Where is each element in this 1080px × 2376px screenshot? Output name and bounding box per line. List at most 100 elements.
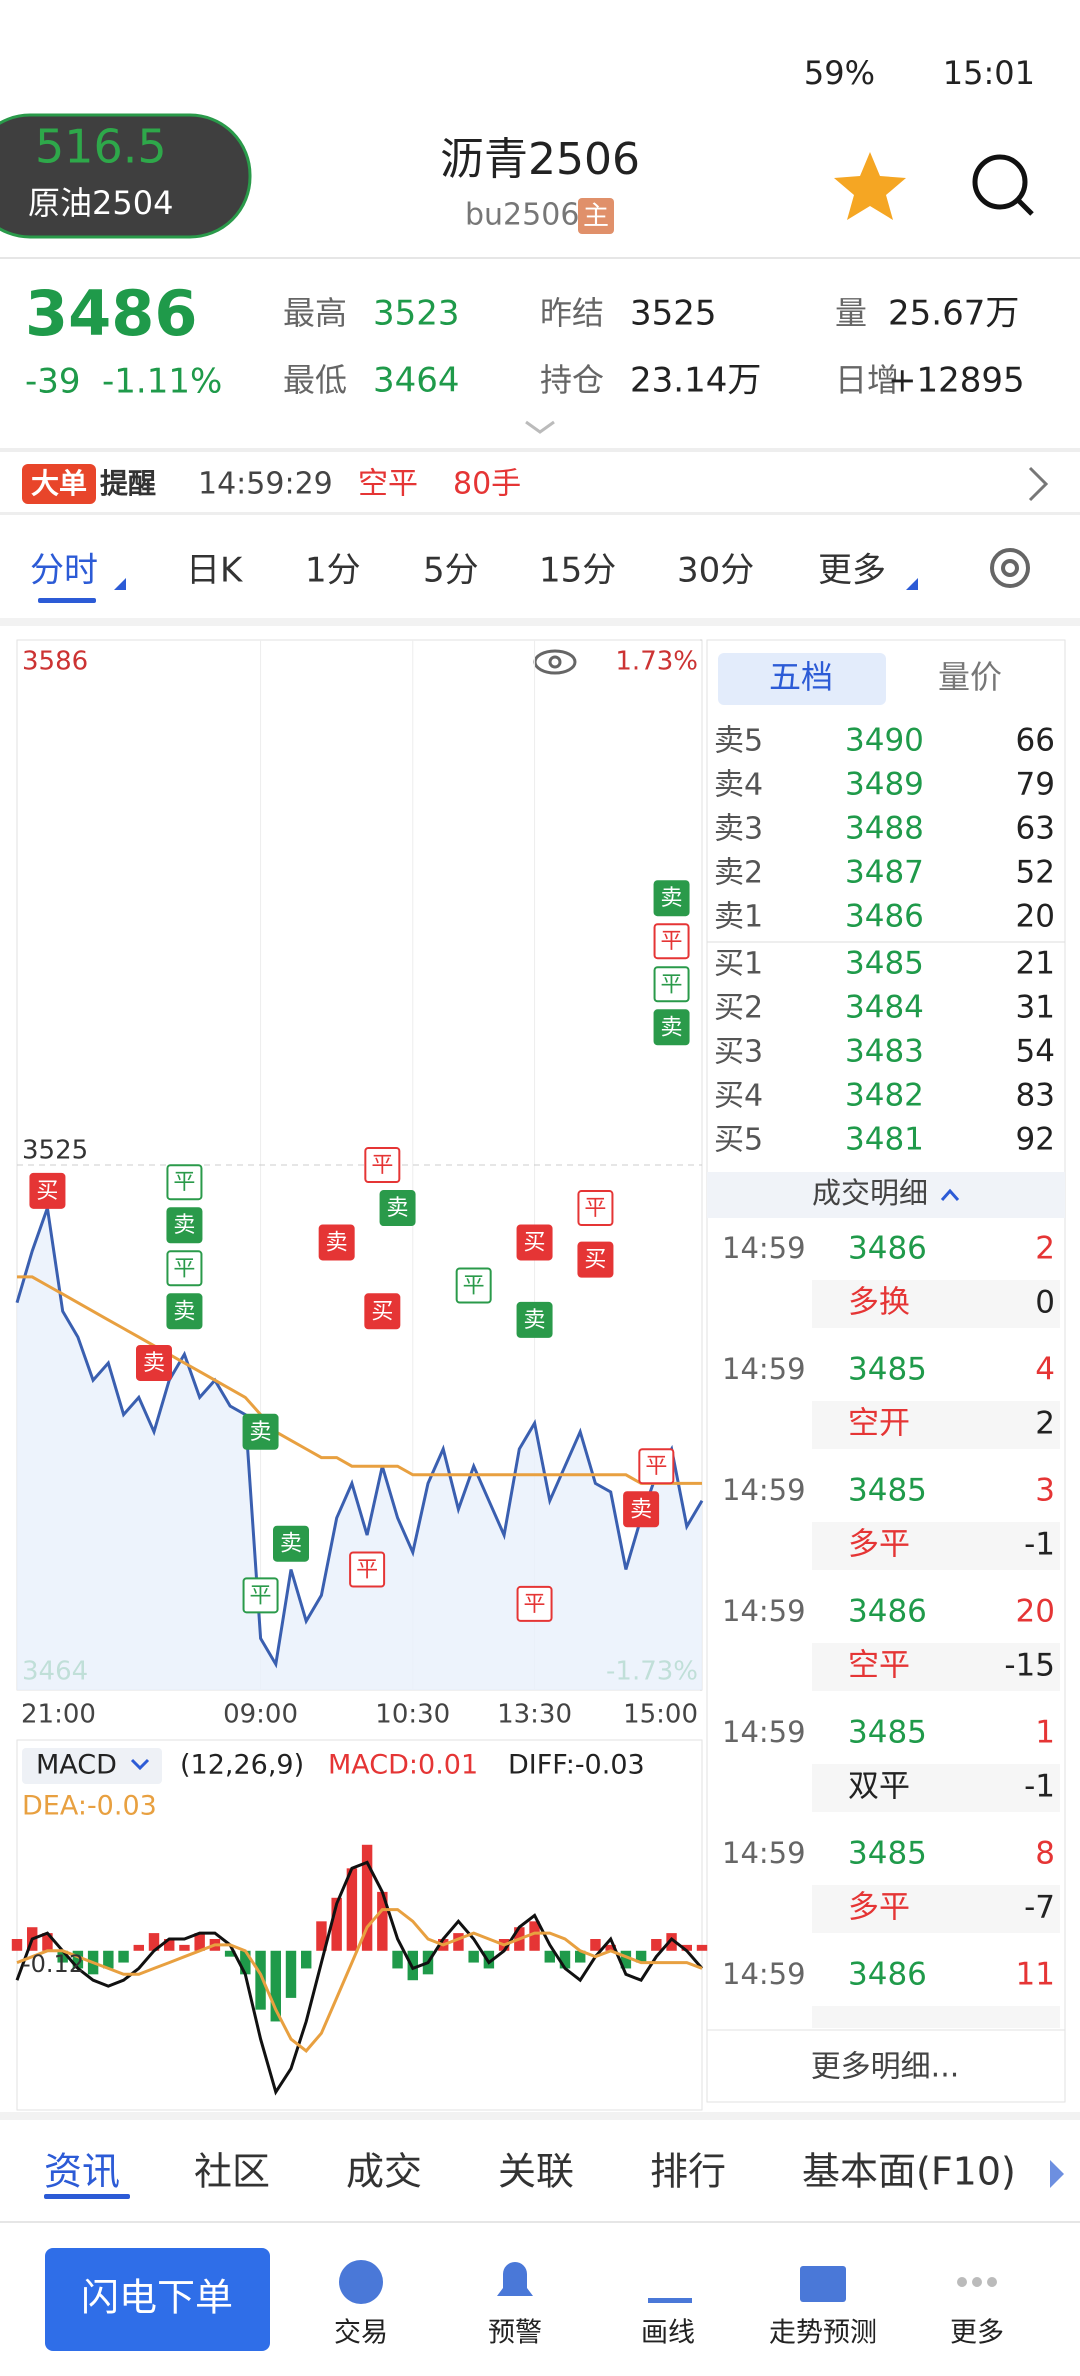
info-tab[interactable]: 关联	[498, 2150, 574, 2194]
info-tab[interactable]: 排行	[650, 2150, 726, 2194]
period-tab[interactable]: 日K	[186, 551, 244, 591]
contract-title: 沥青2506	[440, 134, 640, 185]
price-area	[17, 1208, 702, 1690]
marker-label: 卖	[630, 1497, 652, 1522]
period-tab[interactable]: 30分	[677, 551, 754, 591]
field-value: 3464	[373, 361, 460, 401]
action-item[interactable]: 画线	[641, 2318, 695, 2349]
more-trades[interactable]: 更多明细...	[811, 2050, 960, 2085]
marker-box	[653, 880, 690, 917]
macd-value: MACD:0.01	[328, 1750, 478, 1781]
trade-price: 3485	[848, 1836, 927, 1872]
trade-type: 空平	[848, 1648, 910, 1684]
trades-title[interactable]: 成交明细	[812, 1176, 928, 1210]
contract-code: bu2506	[465, 198, 579, 233]
macd-bar	[377, 1891, 388, 1951]
trades-header-bg	[707, 1172, 1065, 1218]
book-label: 卖1	[714, 900, 763, 935]
macd-bar	[651, 1939, 662, 1951]
action-item[interactable]: 更多	[950, 2318, 1004, 2349]
marker-box	[516, 1585, 553, 1622]
macd-bar	[453, 1933, 464, 1951]
trade-time: 14:59	[722, 1715, 806, 1749]
panel-tab[interactable]: 五档	[769, 658, 833, 696]
diff-value: DIFF:-0.03	[508, 1750, 645, 1781]
macd-bar	[361, 1844, 373, 1951]
marker-box	[516, 1224, 553, 1261]
trade-type-bg	[812, 1280, 1060, 1328]
trade-volume: 11	[1016, 1957, 1055, 1993]
marker-label: 买	[371, 1299, 393, 1324]
alert-badge-text: 提醒	[100, 467, 156, 500]
marker-label: 卖	[326, 1230, 348, 1255]
info-tab[interactable]: 社区	[194, 2150, 270, 2194]
trade-marker: 买	[29, 1172, 66, 1209]
marker-box	[379, 1190, 416, 1227]
alert-chevron[interactable]	[1028, 466, 1049, 502]
book-price: 3484	[845, 990, 924, 1026]
flash-order-button[interactable]	[45, 2248, 270, 2351]
trade-marker: 卖	[653, 1009, 690, 1046]
trade-time: 14:59	[722, 1352, 806, 1386]
y2-tick-label: 1.73%	[615, 647, 698, 677]
marker-label: 买	[36, 1179, 58, 1204]
marker-label: 卖	[173, 1299, 195, 1324]
expand-chevron[interactable]	[525, 420, 555, 434]
book-volume: 79	[1016, 767, 1055, 803]
macd-bar	[666, 1933, 677, 1951]
dropdown-mark	[114, 578, 126, 590]
marker-box	[273, 1525, 309, 1562]
book-price: 3483	[845, 1034, 924, 1070]
marker-label: 平	[584, 1196, 606, 1221]
x-tick-label: 13:30	[497, 1700, 572, 1730]
trade-type: 双平	[848, 1769, 910, 1805]
period-tab[interactable]: 1分	[305, 551, 361, 591]
field-label: 持仓	[540, 361, 604, 399]
action-item[interactable]: 交易	[334, 2318, 388, 2349]
info-tab[interactable]: 基本面(F10)	[802, 2150, 1016, 2194]
field-value: 23.14万	[630, 361, 761, 401]
trade-type: 多换	[848, 1285, 910, 1321]
macd-bar	[346, 1868, 358, 1951]
period-tab[interactable]: 15分	[539, 551, 616, 591]
macd-bar	[331, 1897, 342, 1951]
trade-marker: 平	[653, 923, 690, 960]
info-tab[interactable]: 资讯	[44, 2150, 120, 2194]
marker-label: 卖	[524, 1308, 546, 1333]
book-price: 3490	[845, 723, 924, 759]
marker-box	[623, 1491, 660, 1528]
marker-box	[242, 1413, 279, 1450]
marker-box	[242, 1577, 279, 1614]
linked-contract[interactable]	[0, 113, 252, 239]
info-tab[interactable]: 成交	[346, 2150, 422, 2194]
action-item[interactable]: 走势预测	[769, 2318, 877, 2349]
period-tab[interactable]: 更多	[818, 551, 886, 591]
book-label: 买3	[714, 1035, 763, 1070]
period-tab[interactable]: 5分	[423, 551, 479, 591]
favorite-star[interactable]	[834, 152, 906, 220]
trade-type: 空开	[848, 1406, 910, 1442]
marker-box	[653, 1009, 690, 1046]
marker-box	[653, 923, 690, 960]
scroll-arrow[interactable]	[1050, 2160, 1064, 2188]
marker-box	[166, 1164, 203, 1201]
flash-order-label[interactable]: 闪电下单	[81, 2276, 233, 2320]
settings-icon[interactable]	[990, 548, 1030, 588]
marker-label: 平	[371, 1153, 393, 1178]
macd-bar	[72, 1950, 84, 1969]
collapse-arrow[interactable]	[940, 1188, 960, 1201]
trade-price: 3485	[848, 1352, 927, 1388]
book-label: 买2	[714, 991, 763, 1026]
macd-bar	[635, 1950, 647, 1963]
book-label: 卖4	[714, 768, 763, 803]
trade-change: 0	[1035, 1285, 1055, 1321]
macd-bar	[179, 1944, 190, 1951]
clock: 15:01	[943, 54, 1035, 92]
macd-bar	[103, 1950, 114, 1969]
indicator-selector[interactable]	[22, 1748, 162, 1784]
period-tab[interactable]: 分时	[30, 551, 98, 591]
action-item[interactable]: 预警	[488, 2318, 542, 2349]
panel-tab[interactable]: 量价	[938, 658, 1002, 696]
search-icon[interactable]	[972, 154, 1034, 216]
indicator-name[interactable]: MACD	[36, 1750, 117, 1781]
